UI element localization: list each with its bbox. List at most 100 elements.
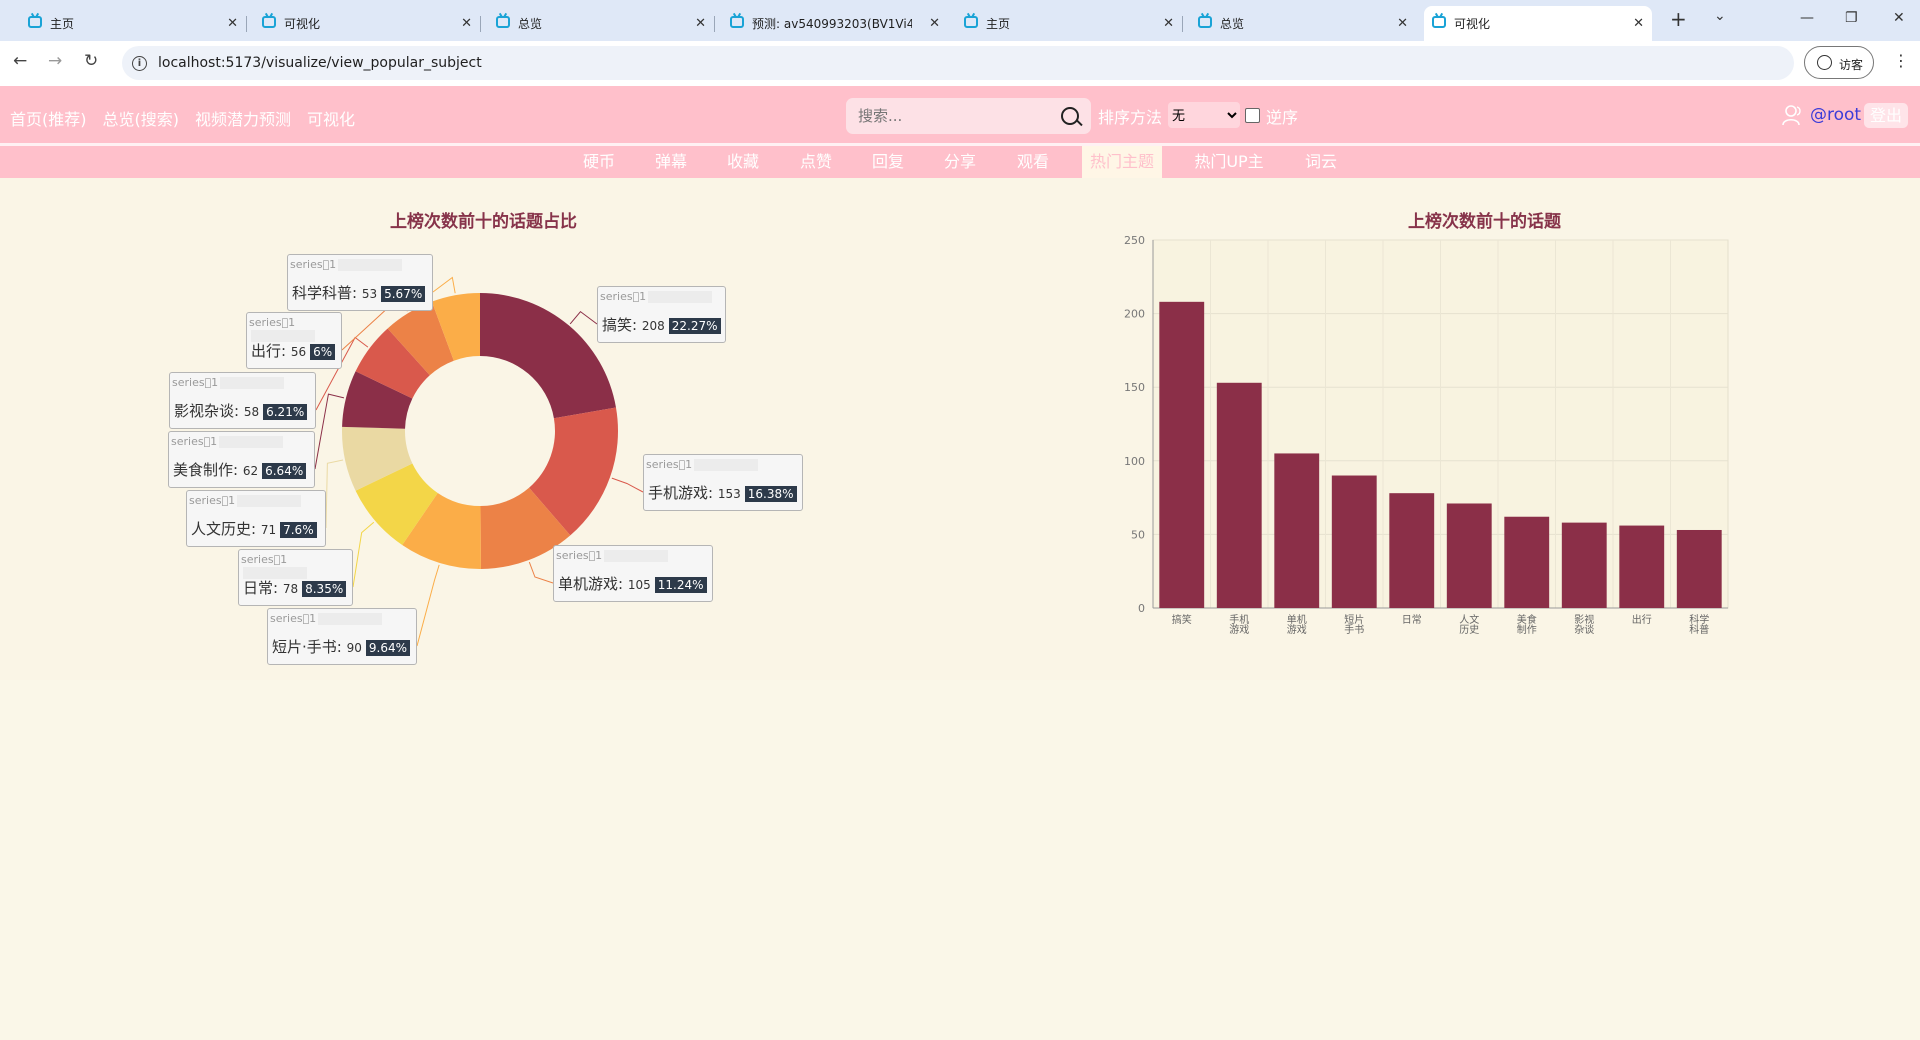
donut-slice[interactable] <box>387 301 454 376</box>
donut-slice[interactable] <box>402 492 481 569</box>
close-icon[interactable]: ✕ <box>1633 16 1644 31</box>
username-link[interactable]: @root <box>1810 105 1862 125</box>
donut-slice[interactable] <box>480 487 571 569</box>
logout-button[interactable]: 登出 <box>1864 103 1908 128</box>
slice-label: 科学科普: 53 5.67% <box>292 282 426 303</box>
x-tick-label: 美食制作 <box>1517 613 1537 636</box>
bar[interactable] <box>1389 493 1435 608</box>
forward-arrow-icon[interactable]: → <box>48 51 63 71</box>
slice-label-box: series 1 科学科普: 53 5.67% <box>287 254 433 311</box>
nav-visualize[interactable]: 可视化 <box>307 110 356 129</box>
subnav-views[interactable]: 观看 <box>1016 152 1049 171</box>
x-tick-label: 人文历史 <box>1459 613 1479 636</box>
browser-menu-icon[interactable]: ⋮ <box>1893 51 1909 70</box>
slice-value: 90 <box>346 641 362 655</box>
browser-tab-strip: 主页 ✕ 可视化 ✕ 总览 ✕ 预测: av540993203(BV1Vi4y … <box>0 0 1920 41</box>
slice-label: 出行: 56 6% <box>251 340 336 361</box>
close-icon[interactable]: ✕ <box>461 16 472 31</box>
donut-slice[interactable] <box>342 426 413 491</box>
nav-predict[interactable]: 视频潜力预测 <box>195 110 292 129</box>
browser-tab[interactable]: 主页 ✕ <box>20 6 247 41</box>
series-label: series 1 <box>556 549 668 562</box>
bar[interactable] <box>1274 453 1320 608</box>
slice-value: 62 <box>242 464 259 478</box>
bar[interactable] <box>1504 516 1550 608</box>
subnav-wordcloud[interactable]: 词云 <box>1304 152 1337 171</box>
minimize-icon[interactable]: — <box>1800 10 1814 26</box>
bar[interactable] <box>1331 475 1377 608</box>
nav-home[interactable]: 首页(推荐) <box>10 110 87 129</box>
bar[interactable] <box>1561 522 1607 608</box>
slice-percent: 16.38% <box>744 486 797 502</box>
subnav-danmaku[interactable]: 弹幕 <box>654 152 687 171</box>
subnav-hot-uploaders[interactable]: 热门UP主 <box>1194 152 1264 171</box>
url-text: localhost:5173/visualize/view_popular_su… <box>158 55 482 71</box>
search-icon[interactable] <box>1061 107 1079 125</box>
donut-slice[interactable] <box>355 328 430 399</box>
reverse-checkbox[interactable] <box>1245 108 1260 123</box>
subnav-shares[interactable]: 分享 <box>943 152 976 171</box>
bar[interactable] <box>1619 525 1665 608</box>
url-field[interactable]: i localhost:5173/visualize/view_popular_… <box>122 46 1794 80</box>
y-tick-label: 150 <box>1124 381 1145 394</box>
subnav-favorites[interactable]: 收藏 <box>726 152 759 171</box>
subnav-likes[interactable]: 点赞 <box>799 152 832 171</box>
sort-select[interactable]: 无 <box>1168 102 1240 128</box>
close-icon[interactable]: ✕ <box>1163 16 1174 31</box>
search-input[interactable] <box>856 106 1050 126</box>
series-label: series 1 <box>171 435 283 448</box>
close-icon[interactable]: ✕ <box>695 16 706 31</box>
slice-category: 手机游戏: <box>648 484 718 502</box>
new-tab-button[interactable]: + <box>1670 7 1687 31</box>
donut-slice[interactable] <box>431 293 480 361</box>
subnav-hot-topics[interactable]: 热门主题 <box>1082 146 1162 178</box>
slice-label: 单机游戏: 105 11.24% <box>558 573 707 594</box>
bar[interactable] <box>1446 503 1492 608</box>
profile-icon <box>1817 55 1832 70</box>
donut-slice[interactable] <box>480 293 616 419</box>
bar[interactable] <box>1159 301 1205 608</box>
browser-tab-active[interactable]: 可视化 ✕ <box>1424 6 1652 41</box>
site-info-icon[interactable]: i <box>132 56 147 71</box>
close-icon[interactable]: ✕ <box>929 16 940 31</box>
tab-title: 主页 <box>50 17 75 31</box>
app-header: 首页(推荐) 总览(搜索) 视频潜力预测 可视化 排序方法 无 逆序 @root… <box>0 86 1920 143</box>
browser-tab[interactable]: 总览 ✕ <box>488 6 715 41</box>
bar[interactable] <box>1676 529 1722 608</box>
close-icon[interactable]: ✕ <box>227 16 238 31</box>
bar[interactable] <box>1216 382 1262 608</box>
slice-label: 搞笑: 208 22.27% <box>602 314 721 335</box>
y-tick-label: 100 <box>1124 455 1145 468</box>
tab-list-chevron-icon[interactable]: ⌄ <box>1714 8 1726 24</box>
y-tick-label: 0 <box>1138 602 1145 615</box>
subnav-coins[interactable]: 硬币 <box>582 152 615 171</box>
label-leader-line <box>314 393 345 470</box>
browser-tab[interactable]: 主页 ✕ <box>956 6 1183 41</box>
donut-slice[interactable] <box>529 407 618 536</box>
x-tick-label: 搞笑 <box>1172 613 1192 626</box>
slice-label-box: series 1 人文历史: 71 7.6% <box>186 490 326 547</box>
x-tick-label: 短片手书 <box>1344 613 1364 636</box>
slice-label-box: series 1 搞笑: 208 22.27% <box>597 286 726 343</box>
restore-icon[interactable]: ❐ <box>1845 10 1858 26</box>
slice-label: 美食制作: 62 6.64% <box>173 459 307 480</box>
subnav-replies[interactable]: 回复 <box>871 152 904 171</box>
nav-overview[interactable]: 总览(搜索) <box>102 110 180 129</box>
donut-slice[interactable] <box>342 371 413 429</box>
close-icon[interactable]: ✕ <box>1397 16 1408 31</box>
donut-slice[interactable] <box>355 463 438 545</box>
browser-tab[interactable]: 总览 ✕ <box>1190 6 1416 41</box>
series-label: series 1 <box>290 258 402 271</box>
series-label: series 1 <box>270 612 382 625</box>
profile-button[interactable]: 访客 <box>1804 46 1874 79</box>
slice-category: 单机游戏: <box>558 575 628 593</box>
window-close-icon[interactable]: ✕ <box>1893 10 1905 26</box>
slice-category: 短片·手书: <box>272 638 347 656</box>
back-arrow-icon[interactable]: ← <box>13 51 28 71</box>
browser-tab[interactable]: 预测: av540993203(BV1Vi4y ✕ <box>722 6 948 41</box>
browser-tab[interactable]: 可视化 ✕ <box>254 6 481 41</box>
reload-icon[interactable]: ↻ <box>84 51 99 71</box>
reverse-label: 逆序 <box>1266 108 1299 127</box>
label-leader-line <box>432 276 456 294</box>
slice-category: 出行: <box>251 342 291 360</box>
